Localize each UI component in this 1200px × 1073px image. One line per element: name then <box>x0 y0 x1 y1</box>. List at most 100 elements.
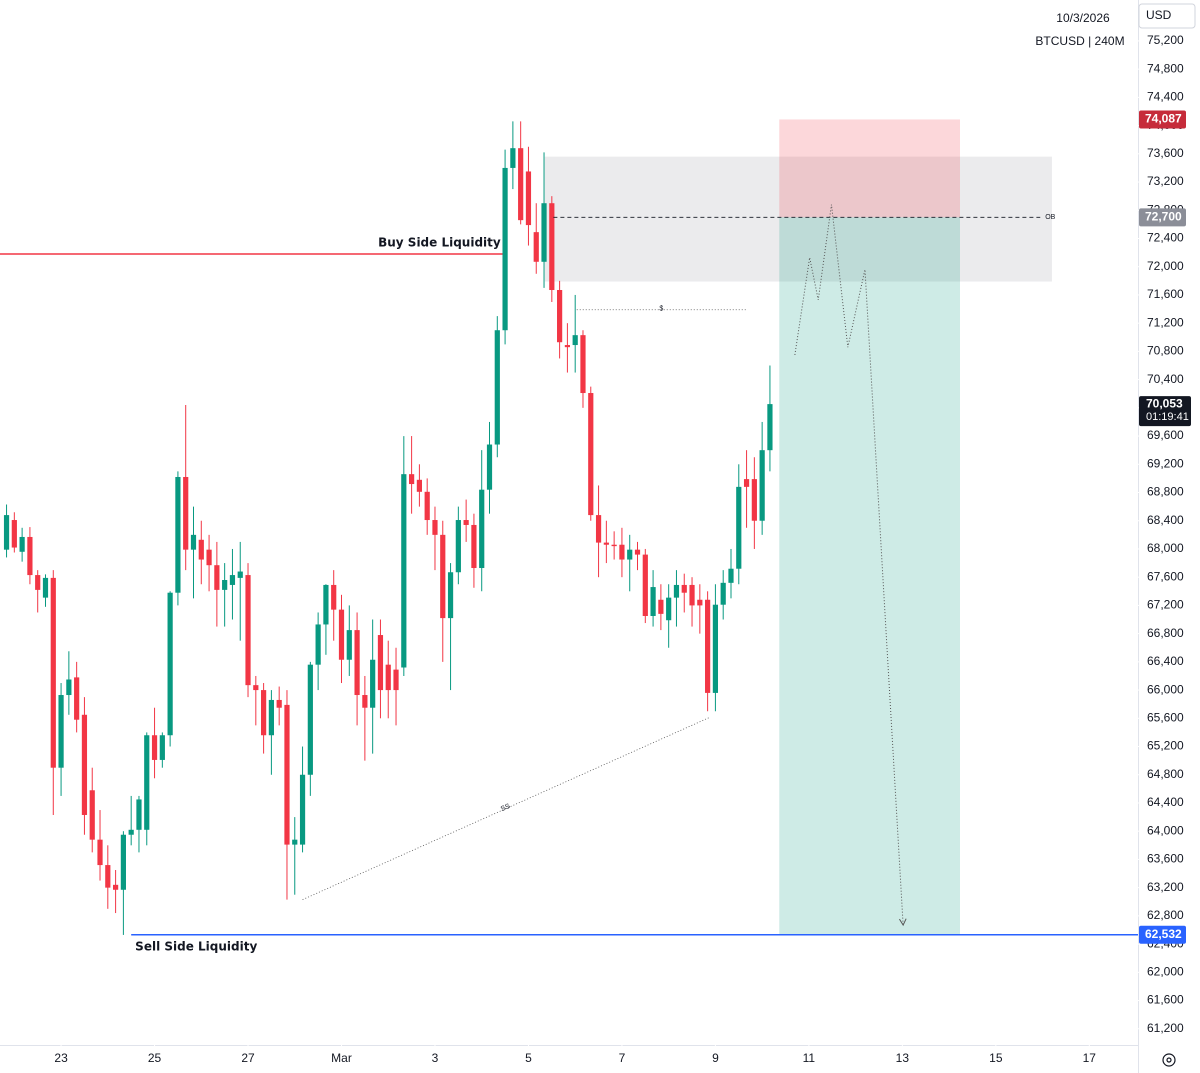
candle-body <box>276 699 282 708</box>
candle-body <box>323 584 329 625</box>
candle-body <box>572 335 578 346</box>
candle-body <box>159 735 165 760</box>
candle-body <box>533 232 539 262</box>
projection-arrowhead <box>899 918 907 927</box>
candle-body <box>144 735 150 830</box>
candle-body <box>743 479 750 487</box>
currency-label[interactable]: USD <box>1146 8 1172 22</box>
candle-body <box>471 524 477 569</box>
candle-body <box>261 690 267 736</box>
candle-body <box>167 592 173 736</box>
candle-body <box>284 704 290 845</box>
currency-dropdown[interactable] <box>1138 3 1196 29</box>
candle-body <box>673 584 680 598</box>
candle-body <box>50 577 56 768</box>
candle-body <box>346 630 352 660</box>
x-tick-label: 7 <box>619 1051 626 1065</box>
y-tick-label: 63,200 <box>1147 880 1184 894</box>
y-tick-label: 72,000 <box>1147 259 1184 273</box>
y-tick-label: 64,800 <box>1147 767 1184 781</box>
target-badge-label: 62,532 <box>1145 927 1182 941</box>
equal-lows-label: SS <box>500 803 512 813</box>
y-tick-label: 67,200 <box>1147 598 1184 612</box>
candle-body <box>175 476 181 593</box>
candle-body <box>549 203 555 291</box>
candle-body <box>214 565 220 590</box>
candle-body <box>112 884 119 890</box>
countdown-label: 01:19:41 <box>1146 411 1189 423</box>
candle-body <box>658 599 664 614</box>
candle-body <box>455 520 461 573</box>
candle-body <box>767 404 773 451</box>
candle-body <box>66 679 72 696</box>
candle-body <box>11 520 17 548</box>
candle-body <box>370 659 376 708</box>
candle-body <box>245 575 251 686</box>
x-tick-label: 15 <box>989 1051 1003 1065</box>
y-tick-label: 70,400 <box>1147 372 1184 386</box>
y-tick-label: 71,200 <box>1147 315 1184 329</box>
candle-body <box>557 290 563 343</box>
candle-body <box>564 345 571 348</box>
equal-lows-line <box>302 717 710 901</box>
marks-layer <box>3 121 773 935</box>
candle-body <box>595 515 602 543</box>
candle-body <box>611 544 617 547</box>
candle-body <box>705 599 711 693</box>
y-tick-label: 68,800 <box>1147 485 1184 499</box>
y-tick-label: 75,200 <box>1147 33 1184 47</box>
settings-icon[interactable] <box>1162 1053 1176 1067</box>
y-tick-label: 68,400 <box>1147 513 1184 527</box>
settings-icon-center[interactable] <box>1166 1057 1172 1063</box>
candle-body <box>681 584 687 593</box>
candle-body <box>627 549 633 560</box>
candle-body <box>424 491 430 521</box>
y-tick-label: 64,400 <box>1147 795 1184 809</box>
candle-body <box>315 624 321 665</box>
x-tick-label: 5 <box>525 1051 532 1065</box>
candle-body <box>237 571 243 578</box>
y-tick-label: 64,000 <box>1147 823 1184 837</box>
candle-body <box>642 554 648 616</box>
candle-body <box>81 714 88 815</box>
candle-body <box>362 695 368 708</box>
annotations-layer: Buy Side Liquidity Sell Side Liquidity OB $… <box>135 204 1056 953</box>
sell-side-label: Sell Side Liquidity <box>135 939 257 953</box>
candle-body <box>385 664 391 691</box>
candle-body <box>525 171 532 226</box>
order-block-zone <box>544 156 1052 282</box>
y-tick-label: 65,200 <box>1147 739 1184 753</box>
candle-body <box>89 790 95 840</box>
candle-body <box>759 450 765 521</box>
x-tick-label: 27 <box>241 1051 255 1065</box>
candle-body <box>105 865 111 888</box>
stop-badge-label: 74,087 <box>1145 112 1182 126</box>
settings-button[interactable] <box>1162 1053 1176 1067</box>
candle-body <box>463 520 469 525</box>
candle-body <box>580 335 586 394</box>
x-tick-label: 13 <box>896 1051 910 1065</box>
candle-body <box>720 582 726 605</box>
candle-body <box>338 609 345 660</box>
buy-side-label: Buy Side Liquidity <box>378 236 501 250</box>
y-tick-label: 74,400 <box>1147 90 1184 104</box>
y-tick-label: 61,200 <box>1147 1021 1184 1035</box>
y-tick-label: 71,600 <box>1147 287 1184 301</box>
candle-body <box>97 839 103 866</box>
x-tick-label: 17 <box>1083 1051 1097 1065</box>
stop-zone <box>779 119 961 218</box>
y-tick-label: 62,000 <box>1147 964 1184 978</box>
stop-badge <box>1139 110 1186 129</box>
equal-highs-label: $ <box>659 306 663 313</box>
candle-body <box>409 474 415 485</box>
x-tick-label: Mar <box>331 1051 352 1065</box>
last-price-badge <box>1139 396 1191 427</box>
projection-path <box>794 204 904 926</box>
candle-body <box>697 599 703 606</box>
candle-body <box>603 542 609 545</box>
y-tick-label: 66,400 <box>1147 654 1184 668</box>
candle-body <box>229 575 236 585</box>
axes-layer: 61,20061,60062,00062,40062,80063,20063,6… <box>54 33 1191 1065</box>
candle-body <box>292 839 298 845</box>
